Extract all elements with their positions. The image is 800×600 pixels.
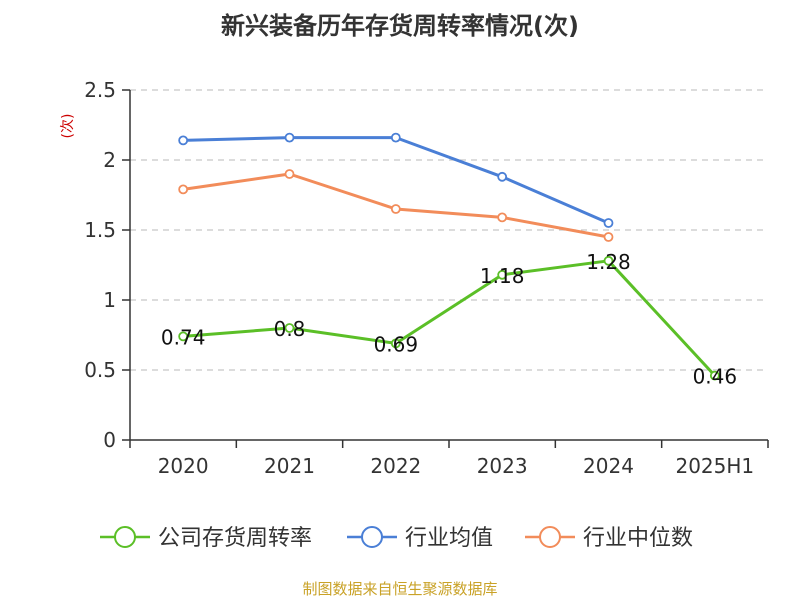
data-label: 0.8 — [274, 317, 306, 341]
y-tick-label: 2 — [103, 148, 116, 172]
data-point — [390, 338, 401, 349]
x-tick-label: 2023 — [477, 454, 528, 478]
data-point — [709, 370, 720, 381]
y-tick-label: 0 — [103, 428, 116, 452]
data-point — [284, 169, 295, 179]
x-tick-label: 2020 — [158, 454, 209, 478]
y-tick-label: 0.5 — [84, 358, 116, 382]
data-point — [390, 204, 401, 214]
data-point — [603, 255, 614, 266]
y-tick-label: 1.5 — [84, 218, 116, 242]
data-label: 0.46 — [693, 365, 738, 389]
x-tick-label: 2024 — [583, 454, 634, 478]
axes: 0 0.5 1 1.5 2 2.5 2020 2021 2022 2023 2024 2025H1 — [84, 78, 769, 478]
x-tick-label: 2025H1 — [675, 454, 754, 478]
y-axis-unit-label: (次) — [60, 114, 76, 139]
data-point — [178, 135, 189, 146]
data-label: 1.28 — [586, 250, 631, 274]
data-label: 0.69 — [374, 332, 419, 356]
data-point — [390, 132, 401, 143]
legend: 公司存货周转率 行业均值 行业中位数 — [100, 526, 693, 551]
legend-label: 行业中位数 — [583, 526, 693, 551]
source-note: 制图数据来自恒生聚源数据库 — [302, 580, 497, 598]
y-tick-label: 2.5 — [84, 78, 116, 102]
legend-label: 公司存货周转率 — [158, 526, 312, 551]
legend-marker — [361, 526, 383, 548]
legend-item: 公司存货周转率 — [100, 526, 312, 551]
y-tick-label: 1 — [103, 288, 116, 312]
grid-lines — [130, 89, 768, 371]
data-point — [178, 184, 189, 195]
data-point — [178, 331, 189, 342]
data-point — [603, 218, 614, 228]
legend-label: 行业均值 — [405, 526, 493, 551]
legend-item: 行业均值 — [347, 526, 493, 551]
data-labels: 0.74 0.8 0.69 1.18 1.28 0.46 — [161, 250, 737, 389]
legend-item: 行业中位数 — [525, 526, 693, 551]
chart-title: 新兴装备历年存货周转率情况(次) — [221, 12, 579, 40]
x-tick-label: 2022 — [370, 454, 421, 478]
legend-marker — [539, 526, 561, 548]
data-label: 0.74 — [161, 325, 206, 349]
data-label: 1.18 — [480, 264, 525, 288]
data-point — [497, 269, 508, 280]
data-point — [497, 171, 508, 182]
data-point — [603, 232, 614, 242]
data-point — [284, 132, 295, 143]
series-line-0 — [183, 259, 716, 377]
data-point — [497, 212, 508, 223]
series-layer — [178, 132, 720, 381]
x-tick-label: 2021 — [264, 454, 315, 478]
data-point — [284, 323, 295, 333]
legend-marker — [114, 526, 136, 548]
